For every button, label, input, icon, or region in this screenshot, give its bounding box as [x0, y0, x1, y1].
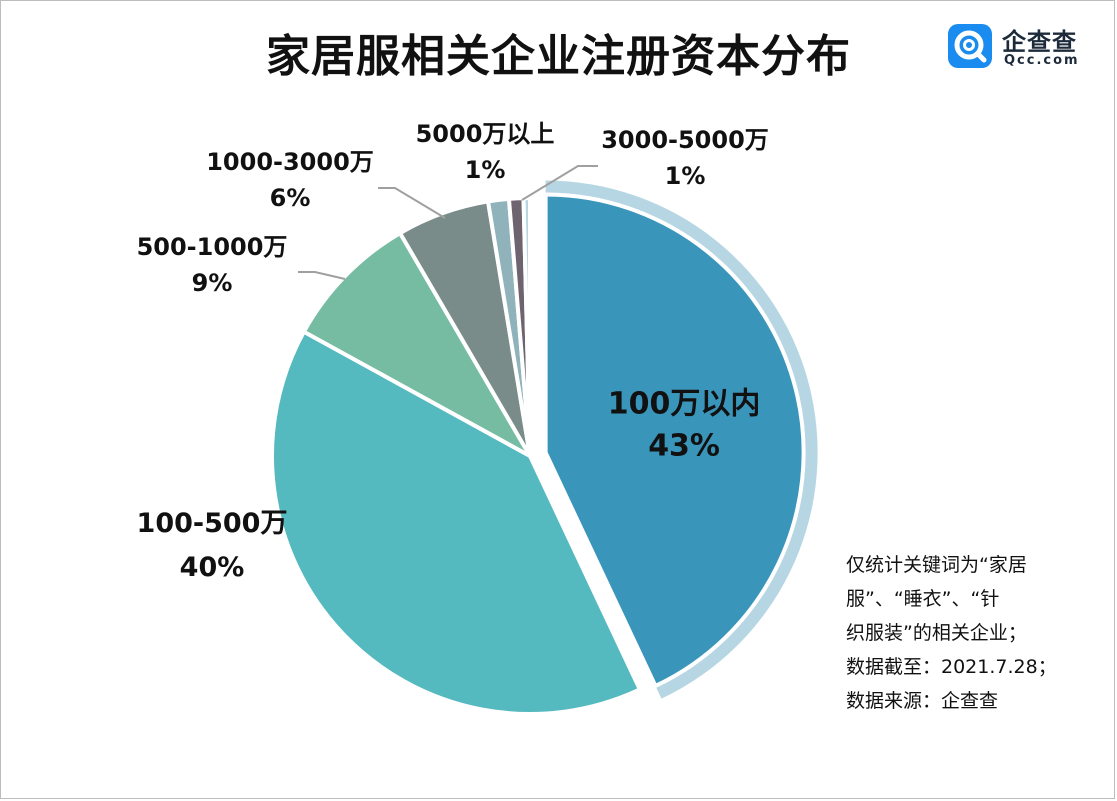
footnote-line: 织服装”的相关企业； [846, 622, 1027, 644]
slice-label-name: 100-500万 [137, 508, 288, 539]
pie-slice [301, 231, 532, 458]
slice-label-name: 5000万以上 [416, 120, 555, 148]
slice-label-percent: 1% [465, 156, 506, 184]
slice-label-percent: 43% [648, 429, 720, 464]
slice-label-percent: 1% [665, 162, 706, 190]
logo-name-en: Qcc.com [1004, 53, 1080, 68]
leader-line [378, 187, 446, 219]
qcc-logo-icon [948, 24, 992, 68]
pie-slice [543, 192, 806, 688]
slice-label-name: 3000-5000万 [601, 126, 769, 154]
slice-label: 5000万以上 1% [416, 120, 555, 184]
slice-label-name: 1000-3000万 [206, 148, 374, 176]
slice-label-percent: 9% [192, 269, 233, 297]
slice-label-percent: 40% [180, 552, 245, 583]
slice-label-percent: 6% [270, 184, 311, 212]
leader-line [521, 165, 598, 201]
brand-logo: 企查查 Qcc.com [948, 22, 1088, 74]
chart-footnote: 仅统计关键词为“家居 服”、“睡衣”、“针 织服装”的相关企业； 数据截至：20… [846, 548, 1086, 718]
slice-label: 1000-3000万 6% [206, 148, 374, 212]
chart-title: 家居服相关企业注册资本分布 [266, 31, 851, 82]
slice-label-name: 100万以内 [608, 387, 761, 422]
footnote-line: 仅统计关键词为“家居 [846, 554, 1027, 576]
pie-slice [270, 329, 642, 716]
leader-line [298, 271, 346, 280]
logo-name-cn: 企查查 [1002, 28, 1077, 56]
footnote-line: 数据来源：企查查 [846, 690, 999, 712]
slice-label: 100-500万 40% [137, 508, 288, 583]
slice-label: 500-1000万 9% [137, 233, 288, 297]
slice-label: 3000-5000万 1% [601, 126, 769, 190]
slice-label-name: 500-1000万 [137, 233, 288, 261]
footnote-line: 数据截至：2021.7.28； [846, 656, 1057, 678]
footnote-line: 服”、“睡衣”、“针 [846, 588, 1000, 610]
slice-label: 100万以内 43% [608, 387, 761, 464]
